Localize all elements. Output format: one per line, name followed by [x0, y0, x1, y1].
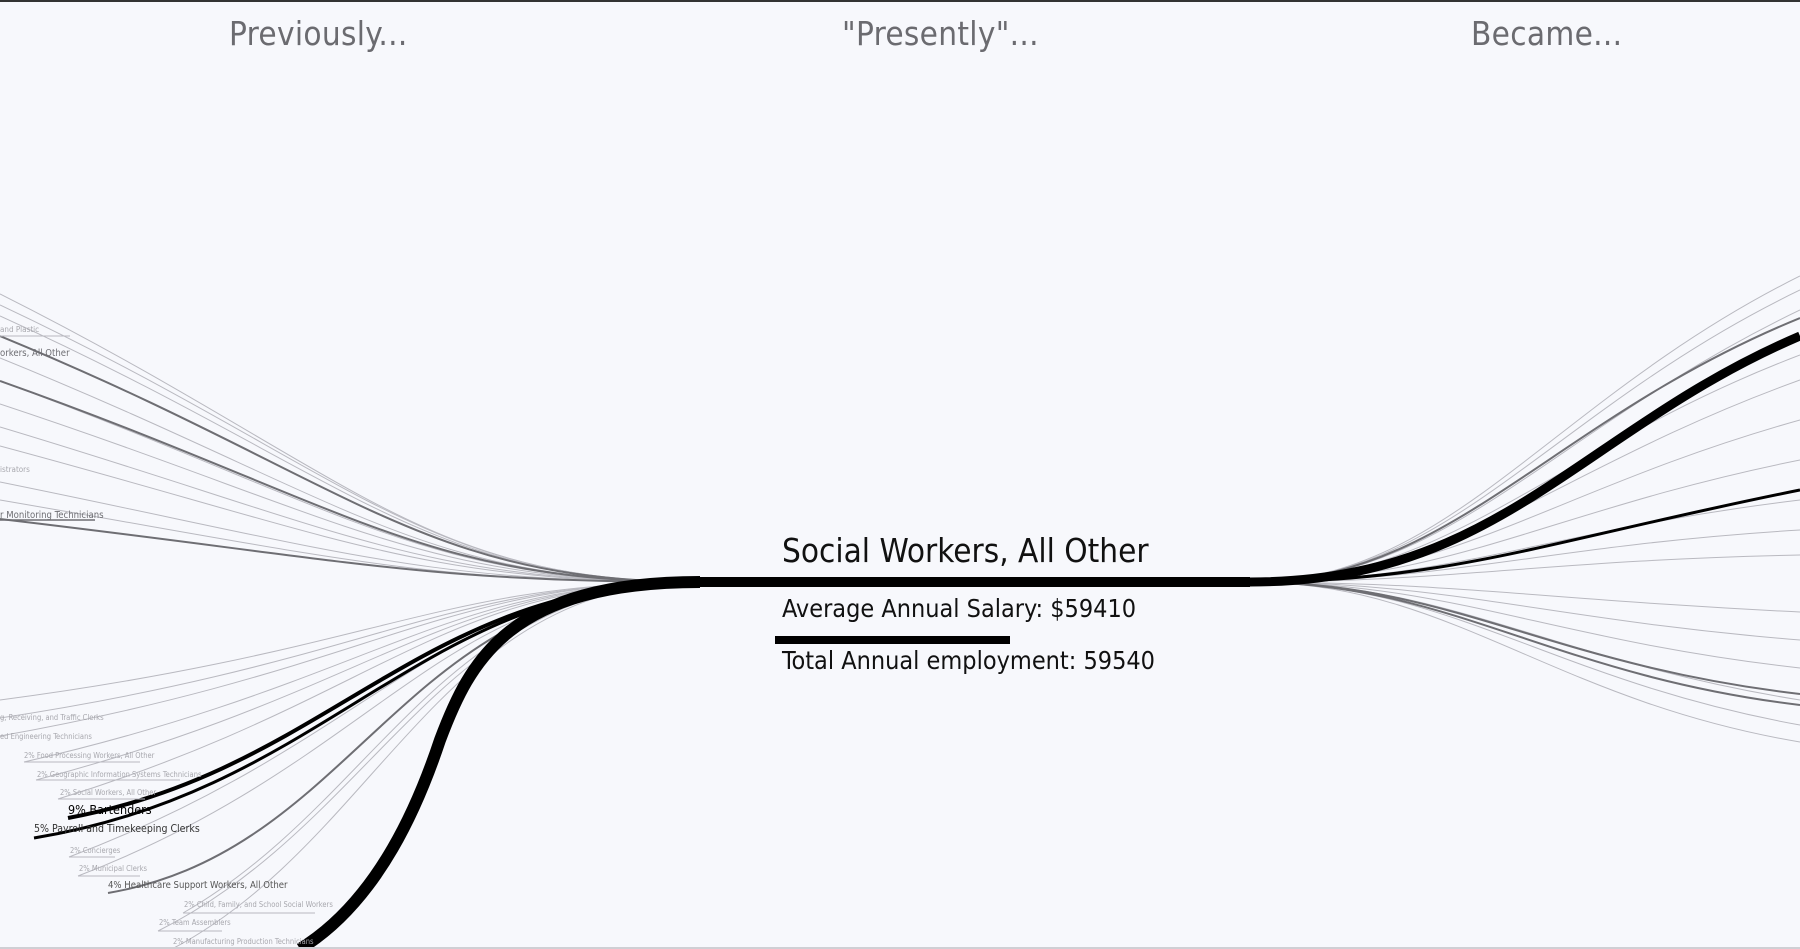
- flow-strand: [0, 293, 701, 583]
- flow-strand: [1249, 581, 1800, 726]
- prev-label: 2% Team Assemblers: [159, 918, 231, 927]
- flow-strand: [0, 518, 701, 583]
- flow-strand-main: [296, 576, 701, 949]
- center-salary: Average Annual Salary: $59410: [782, 594, 1137, 623]
- flow-strand: [1249, 581, 1800, 743]
- flow-strand: [1249, 581, 1800, 669]
- flow-strand: [1249, 488, 1800, 584]
- flow-strand: [68, 581, 701, 858]
- flow-strand: [1249, 581, 1800, 641]
- prev-label: 2% Social Workers, All Other: [60, 788, 156, 797]
- prev-label: ed Engineering Technicians: [0, 732, 92, 741]
- prev-label: 2% Municipal Clerks: [79, 864, 148, 873]
- flow-strand-main-out: [1249, 331, 1800, 587]
- flow-strand: [0, 335, 701, 583]
- salary-bar: [775, 636, 1010, 644]
- flow-strand: [0, 426, 701, 583]
- top-border: [0, 0, 1800, 2]
- prev-label: 2% Concierges: [70, 846, 121, 855]
- header-previously: Previously...: [229, 14, 408, 53]
- header-became: Became...: [1471, 14, 1623, 53]
- flow-strand: [0, 581, 701, 737]
- flow-strand: [1249, 499, 1800, 583]
- flow-strand: [0, 445, 701, 583]
- prev-label: r Monitoring Technicians: [0, 510, 104, 521]
- prev-label: 9% Bartenders: [68, 802, 152, 817]
- center-employment: Total Annual employment: 59540: [782, 646, 1155, 675]
- bottom-border: [0, 947, 1800, 949]
- prev-label: 2% Manufacturing Production Technicians: [173, 937, 314, 946]
- header-presently: "Presently"...: [842, 14, 1039, 53]
- flow-strand: [0, 315, 701, 583]
- previous-labels: and Plastic orkers, All Other istrators …: [0, 325, 333, 946]
- left-lower-flows: [0, 581, 701, 949]
- flow-strand: [1249, 581, 1800, 613]
- left-upper-strong-flows: [0, 335, 701, 583]
- flow-strand-payroll: [33, 580, 701, 840]
- flow-strand: [1249, 581, 1800, 706]
- prev-label: 2% Food Processing Workers, All Other: [24, 751, 155, 760]
- right-flows: [1249, 275, 1800, 743]
- center-occupation-title: Social Workers, All Other: [782, 531, 1149, 570]
- left-upper-flows: [0, 293, 701, 583]
- flow-strand: [23, 581, 701, 763]
- prev-label: istrators: [0, 465, 30, 474]
- right-strong-flows: [1249, 331, 1800, 587]
- center-trunk: [690, 577, 1250, 587]
- flow-strand: [0, 357, 701, 583]
- flow-strand: [0, 380, 701, 583]
- flow-strand: [0, 403, 701, 583]
- prev-label: g, Receiving, and Traffic Clerks: [0, 713, 104, 722]
- flow-strand: [1249, 289, 1800, 583]
- prev-label: 2% Geographic Information Systems Techni…: [37, 770, 202, 779]
- flow-strand: [1249, 317, 1800, 583]
- left-lower-strong-flows: [33, 576, 701, 949]
- prev-label: 2% Child, Family, and School Social Work…: [184, 900, 333, 909]
- prev-label: orkers, All Other: [0, 348, 70, 359]
- label-underlines: [0, 335, 315, 932]
- prev-label: and Plastic: [0, 325, 39, 334]
- flow-strand: [0, 380, 701, 583]
- flow-strand: [0, 304, 701, 583]
- prev-label: 5% Payroll and Timekeeping Clerks: [34, 823, 200, 835]
- prev-label: 4% Healthcare Support Workers, All Other: [108, 880, 288, 891]
